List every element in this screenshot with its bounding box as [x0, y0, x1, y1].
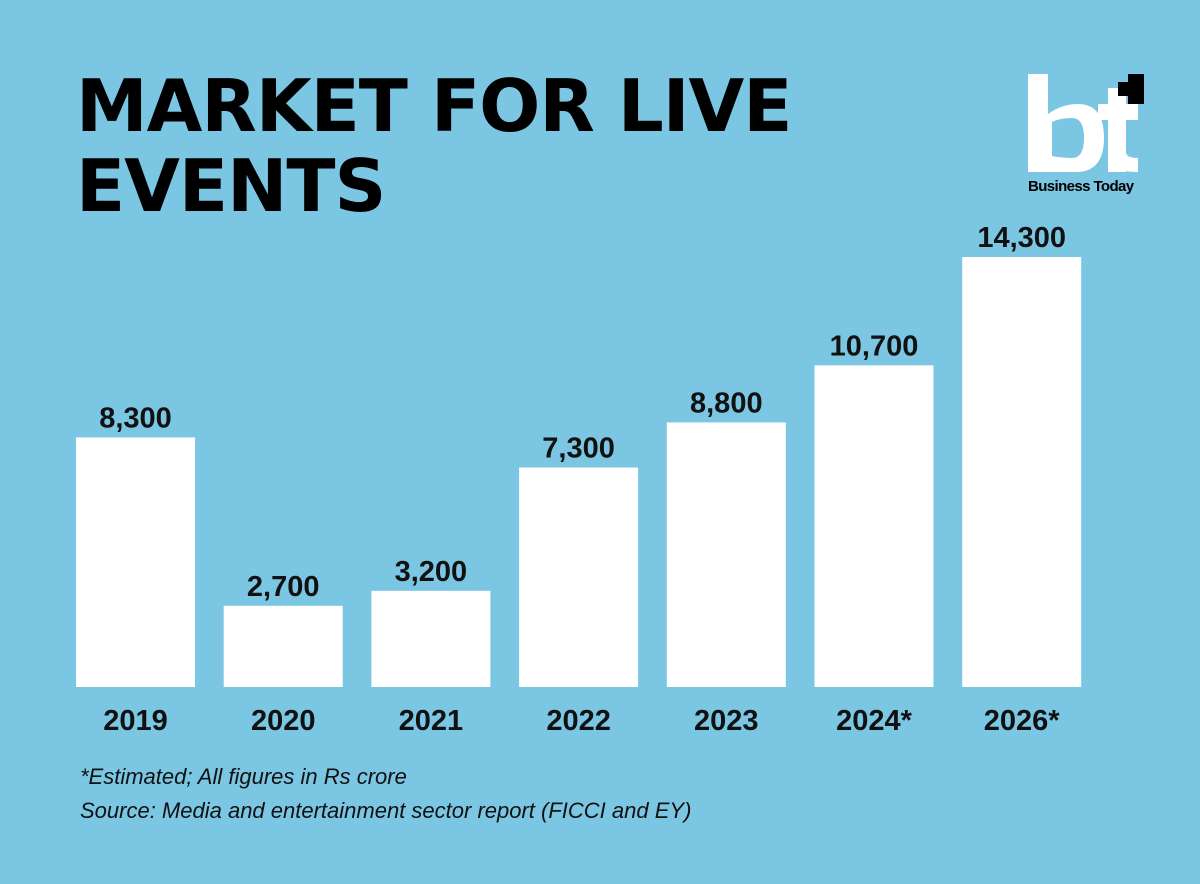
bar-chart: 8,300 2019 2,700 2020 3,200 2021 7,300 2022 8,80…	[76, 222, 1082, 737]
chart-title: MARKET FOR LIVE EVENTS	[76, 64, 792, 228]
chart-notes: *Estimated; All figures in Rs crore Sour…	[80, 760, 691, 828]
bar-2026	[962, 257, 1082, 687]
bar-value-label: 2,700	[247, 571, 320, 603]
bar-value-label: 8,300	[99, 402, 172, 434]
estimate-note: *Estimated; All figures in Rs crore	[80, 764, 407, 789]
bar-value-label: 14,300	[977, 222, 1066, 254]
bar-2021	[371, 590, 491, 687]
bar-2022	[519, 467, 639, 687]
bar-value-label: 7,300	[542, 433, 615, 465]
x-tick-label: 2023	[694, 705, 759, 737]
bt-logo-icon	[1028, 74, 1144, 172]
logo-brand-name: Business Today	[1028, 178, 1134, 195]
business-today-logo: Business Today	[1028, 74, 1144, 196]
bar-2023	[666, 422, 786, 687]
bar-2020	[223, 605, 343, 687]
x-tick-label: 2019	[103, 705, 168, 737]
bar-2024	[814, 365, 934, 687]
x-tick-label: 2022	[546, 705, 611, 737]
bar-value-label: 10,700	[830, 330, 919, 362]
bar-2019	[76, 437, 195, 687]
bar-value-label: 8,800	[690, 387, 763, 419]
x-tick-label: 2024*	[836, 705, 913, 737]
bar-value-label: 3,200	[395, 556, 468, 588]
x-tick-label: 2026*	[984, 705, 1061, 737]
source-note: Source: Media and entertainment sector r…	[80, 798, 692, 823]
x-tick-label: 2021	[399, 705, 464, 737]
x-tick-label: 2020	[251, 705, 316, 737]
